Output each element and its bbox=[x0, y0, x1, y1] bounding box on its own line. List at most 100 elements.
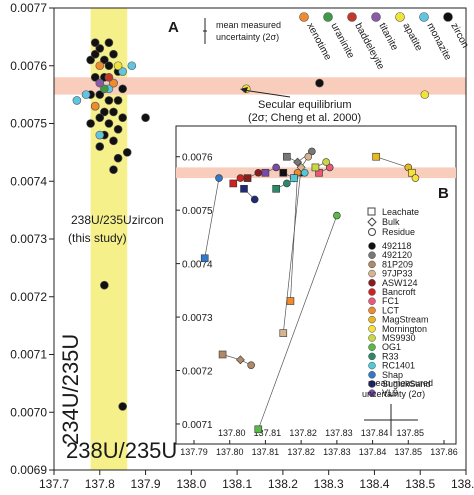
point-apatite bbox=[420, 90, 430, 99]
legend-dot-RC1401 bbox=[368, 361, 376, 370]
point-zircon bbox=[104, 38, 114, 47]
legend-dot-xenotime bbox=[299, 12, 309, 22]
point-monazite bbox=[118, 67, 127, 76]
legend-label-titanite: titanite bbox=[376, 21, 400, 53]
panel-b-axes: 0.0071 0.0072 0.0073 0.0074 0.0075 0.0076 137.… bbox=[176, 153, 458, 457]
y-tick-label-a: 0.0074 bbox=[10, 174, 47, 188]
link-Shap bbox=[204, 178, 220, 259]
x-tick-label-b: 137.85 bbox=[395, 447, 423, 457]
legend-dot-uraninite bbox=[323, 12, 333, 22]
legend-dot-ASW124 bbox=[368, 279, 376, 287]
point-zircon bbox=[109, 49, 118, 59]
legend-shape-Leachate bbox=[367, 207, 376, 216]
y-tick-label-a: 0.0077 bbox=[10, 1, 47, 15]
secular-arrow-head bbox=[240, 87, 248, 93]
legend-shape-Residue bbox=[368, 228, 376, 236]
point-xenotime bbox=[90, 101, 100, 111]
zircon-band-label-1: 238U/235Uzircon bbox=[71, 213, 164, 227]
legend-dot-492118 bbox=[368, 242, 376, 250]
uncertainty-legend-a: mean measured uncertainty (2σ) bbox=[203, 18, 281, 44]
point-b-Mornington bbox=[411, 174, 420, 182]
point-apatite bbox=[113, 61, 123, 71]
point-b-SuglukSand bbox=[250, 195, 259, 204]
x-tick-label-a: 138.6 bbox=[451, 477, 474, 491]
point-zircon bbox=[100, 107, 109, 117]
x-tick-label-b: 137.83 bbox=[323, 447, 351, 457]
point-monazite bbox=[127, 61, 137, 71]
x-tick-label-b: 137.79 bbox=[180, 447, 208, 457]
link-MagStream bbox=[376, 156, 409, 168]
point-monazite bbox=[95, 130, 105, 140]
y-tick-label-b: 0.0073 bbox=[182, 313, 213, 324]
point-b-LCT bbox=[286, 297, 295, 305]
panel-a-points bbox=[72, 38, 430, 411]
point-zircon bbox=[109, 107, 118, 117]
point-zircon bbox=[95, 44, 105, 53]
point-b-OG1 bbox=[254, 425, 263, 434]
point-b-492120 bbox=[283, 152, 291, 161]
x-tick-label-a: 138.0 bbox=[176, 477, 206, 491]
legend-type-label: Bulk bbox=[382, 217, 400, 227]
point-b-Shap bbox=[215, 174, 223, 182]
y-tick-label-a: 0.0073 bbox=[10, 232, 47, 246]
panel-b-label: B bbox=[438, 185, 449, 202]
point-b-81P209 bbox=[236, 355, 245, 365]
x-tick-label-a: 137.8 bbox=[85, 477, 115, 491]
point-b-MS9930 bbox=[311, 163, 320, 172]
x-tick-label-b-offset: 137.82 bbox=[289, 428, 317, 438]
point-zircon bbox=[95, 113, 105, 123]
legend-sample-label: 492118 bbox=[382, 241, 411, 251]
x-tick-label-b: 137.82 bbox=[287, 447, 315, 457]
point-b-ASW124 bbox=[254, 168, 263, 177]
point-zircon bbox=[104, 119, 114, 128]
secular-label-2: (2σ; Cheng et al. 2000) bbox=[248, 112, 361, 124]
legend-dot-Mornington bbox=[368, 325, 376, 333]
legend-sample-label: VL9 bbox=[382, 388, 398, 398]
y-tick-label-b: 0.0072 bbox=[182, 367, 213, 378]
point-xenotime bbox=[95, 61, 105, 71]
point-zircon bbox=[95, 142, 105, 151]
x-axis-title: 238U/235U bbox=[66, 438, 177, 463]
point-b-R33 bbox=[272, 184, 280, 193]
uncertainty-label-b-1: mean measured bbox=[368, 378, 433, 388]
y-axis-title: 234U/235U bbox=[58, 334, 83, 445]
point-zircon bbox=[113, 96, 123, 105]
legend-dot-R33 bbox=[368, 352, 376, 361]
legend-shape-Bulk bbox=[367, 217, 377, 227]
point-b-MagStream bbox=[372, 152, 380, 161]
legend-dot-492120 bbox=[368, 251, 376, 259]
point-zircon bbox=[118, 402, 127, 411]
point-zircon bbox=[118, 84, 127, 94]
uncertainty-legend-b: mean measured uncertainty (2σ) bbox=[362, 378, 433, 436]
legend-dot-apatite bbox=[395, 12, 405, 22]
legend-sample-label: R33 bbox=[382, 351, 399, 361]
legend-dot-FC1 bbox=[368, 297, 376, 305]
legend-dot-Shap bbox=[368, 371, 376, 379]
legend-sample-label: OG1 bbox=[382, 342, 401, 352]
y-tick-label-b: 0.0074 bbox=[182, 260, 213, 271]
point-zircon bbox=[86, 119, 95, 128]
uncertainty-label-a-2: uncertainty (2σ) bbox=[216, 32, 279, 42]
point-zircon bbox=[109, 165, 118, 174]
x-tick-label-a: 138.3 bbox=[314, 477, 344, 491]
point-b-81P209 bbox=[247, 361, 255, 369]
point-zircon bbox=[315, 78, 324, 88]
panel-a-axes: 137.7 137.8 137.9 138.0 138.1 138.2 138.3 138.4… bbox=[10, 1, 474, 491]
point-zircon bbox=[141, 113, 150, 123]
secular-label-1: Secular equilibrium bbox=[258, 99, 352, 111]
legend-type-label: Residue bbox=[382, 227, 415, 237]
point-zircon bbox=[109, 136, 118, 146]
legend-type-label: Leachate bbox=[382, 207, 419, 217]
point-uraninite bbox=[100, 84, 109, 94]
point-zircon bbox=[95, 90, 105, 99]
point-b-97JP33 bbox=[279, 329, 288, 337]
legend-sample-label: RC1401 bbox=[382, 361, 415, 371]
point-zircon bbox=[113, 124, 123, 134]
secular-arrow bbox=[242, 89, 291, 98]
x-tick-label-a: 137.7 bbox=[39, 477, 69, 491]
legend-label-zircon: zircon bbox=[448, 21, 470, 50]
point-zircon bbox=[118, 113, 127, 123]
